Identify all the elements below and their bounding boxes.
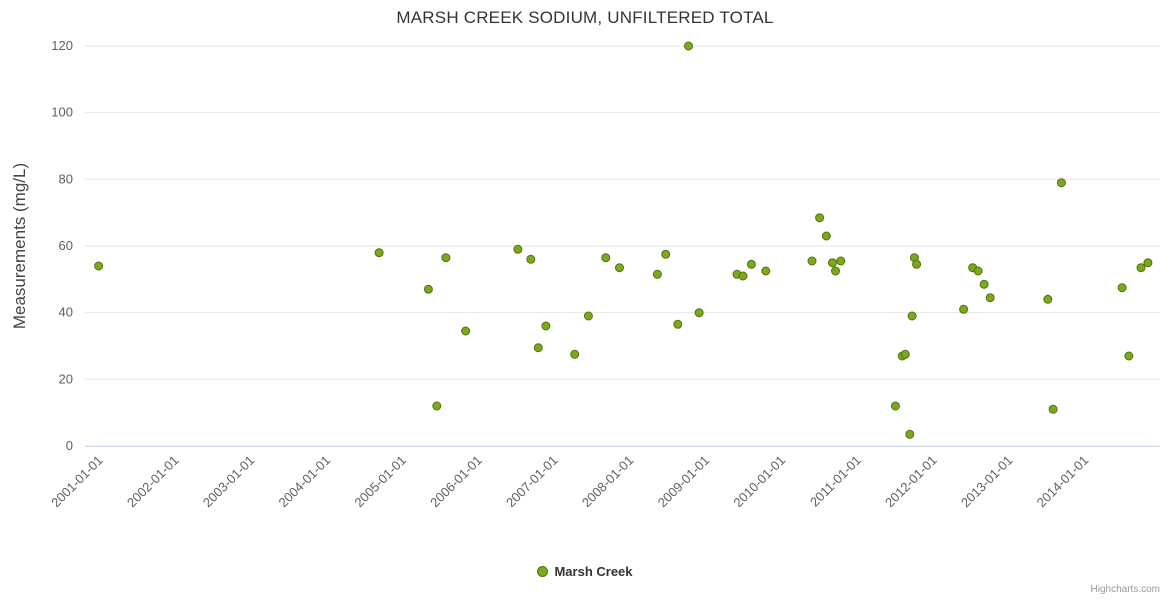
scatter-plot: 0 20 40 60 80 100 120 2001-01-01 2002-01-01 2003-… [48, 38, 1160, 511]
legend-label: Marsh Creek [554, 564, 633, 579]
y-tick-label: 40 [59, 305, 73, 320]
data-point[interactable] [900, 349, 910, 359]
x-tick-label: 2005-01-01 [351, 453, 409, 511]
data-point[interactable] [1117, 283, 1127, 293]
data-point[interactable] [461, 326, 471, 336]
x-tick-label: 2007-01-01 [503, 453, 561, 511]
data-point[interactable] [973, 266, 983, 276]
x-tick-label: 2013-01-01 [958, 453, 1016, 511]
y-tick-label: 0 [66, 438, 73, 453]
data-point[interactable] [513, 244, 523, 254]
data-point[interactable] [615, 263, 624, 273]
data-point[interactable] [815, 213, 825, 223]
data-point[interactable] [912, 259, 922, 269]
data-point[interactable] [746, 259, 756, 269]
data-point[interactable] [959, 304, 969, 314]
y-tick-label: 60 [59, 238, 73, 253]
x-tick-label: 2010-01-01 [730, 453, 788, 511]
data-point[interactable] [374, 248, 384, 258]
data-point[interactable] [673, 319, 683, 329]
data-point[interactable] [533, 343, 543, 353]
data-point[interactable] [441, 253, 451, 263]
data-point[interactable] [694, 308, 704, 318]
y-tick-label: 80 [59, 171, 73, 186]
data-point[interactable] [1143, 258, 1153, 268]
data-point[interactable] [905, 429, 915, 439]
y-tick-label: 20 [59, 371, 73, 386]
x-tick-label: 2008-01-01 [579, 453, 637, 511]
data-point[interactable] [821, 231, 831, 241]
data-point[interactable] [836, 256, 846, 266]
x-tick-label: 2011-01-01 [807, 453, 864, 510]
data-point[interactable] [985, 293, 995, 303]
data-point[interactable] [890, 401, 900, 411]
legend-marker-icon [537, 566, 549, 577]
data-point[interactable] [738, 271, 748, 281]
data-point[interactable] [1043, 294, 1053, 304]
data-point[interactable] [1136, 263, 1146, 273]
data-point[interactable] [1056, 178, 1066, 188]
data-point[interactable] [907, 311, 917, 321]
data-point[interactable] [761, 266, 771, 276]
data-point[interactable] [684, 41, 693, 51]
data-point[interactable] [652, 269, 662, 279]
data-point[interactable] [541, 321, 551, 331]
data-point[interactable] [601, 253, 611, 263]
x-tick-label: 2004-01-01 [276, 453, 334, 511]
y-tick-label: 120 [51, 38, 73, 53]
data-point[interactable] [423, 284, 433, 294]
data-point[interactable] [828, 258, 837, 268]
data-point[interactable] [807, 256, 817, 266]
x-tick-label: 2002-01-01 [124, 453, 182, 511]
y-tick-label: 100 [51, 105, 73, 120]
data-point[interactable] [979, 279, 989, 289]
x-tick-label: 2006-01-01 [427, 453, 485, 511]
x-tick-label: 2009-01-01 [655, 453, 713, 511]
data-point[interactable] [94, 261, 104, 271]
data-point[interactable] [432, 401, 442, 411]
x-tick-label: 2003-01-01 [200, 453, 258, 511]
y-axis-title: Measurements (mg/L) [10, 162, 29, 330]
highcharts-credit-link[interactable]: Highcharts.com [1090, 584, 1160, 595]
x-tick-label: 2014-01-01 [1034, 453, 1092, 511]
data-point[interactable] [831, 266, 840, 276]
chart-title: MARSH CREEK SODIUM, UNFILTERED TOTAL [396, 8, 774, 27]
data-point[interactable] [1124, 351, 1134, 361]
x-tick-label: 2012-01-01 [882, 453, 940, 511]
data-point[interactable] [1048, 404, 1058, 414]
data-point[interactable] [583, 311, 593, 321]
legend-item-marsh-creek[interactable]: Marsh Creek [0, 564, 1170, 579]
data-point[interactable] [661, 249, 671, 259]
data-point[interactable] [526, 254, 536, 264]
data-point[interactable] [570, 349, 580, 359]
x-tick-label: 2001-01-01 [48, 453, 106, 511]
